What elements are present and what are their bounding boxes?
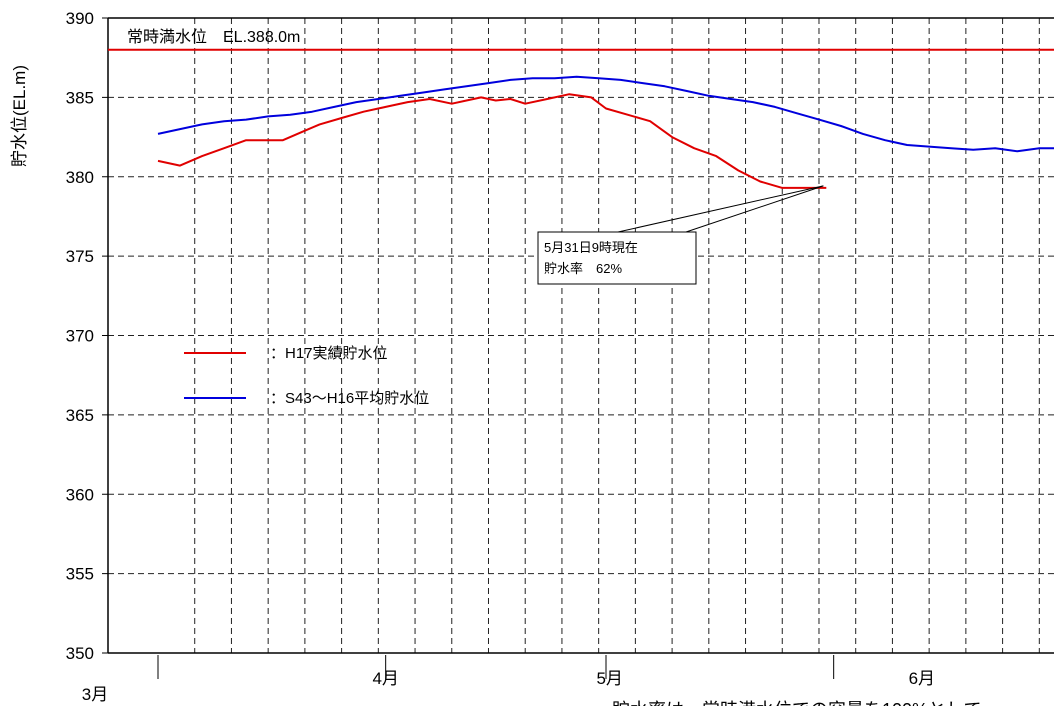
month-label: 5月 — [596, 669, 622, 688]
month-label: 4月 — [372, 669, 398, 688]
series-line-h17-actual — [157, 93, 827, 189]
series-line-s43-h16-average — [157, 75, 1054, 153]
series-layer — [108, 48, 1054, 189]
callout-box — [537, 231, 697, 285]
y-tick-label: 375 — [66, 247, 94, 266]
legend-label: ：S43～H16平均貯水位 — [270, 390, 429, 407]
legend-label: ：H17実績貯水位 — [270, 345, 388, 362]
footnote-text: 貯水率は、常時満水位での容量を100%として — [612, 700, 982, 706]
y-tick-label: 370 — [66, 327, 94, 346]
y-tick-label: 385 — [66, 88, 94, 107]
y-tick-label: 355 — [66, 565, 94, 584]
full-supply-level-label: 常時満水位 EL.388.0m — [127, 28, 300, 46]
axis-layer: 350 355 360 365 370 375 380 385 390 貯水位(EL.m) 3月 4月… — [10, 9, 1054, 704]
y-tick-label: 360 — [66, 485, 94, 504]
callout-rate-text: 貯水率 62% — [544, 261, 622, 276]
month-label: 3月 — [82, 685, 108, 704]
y-axis-label: 貯水位(EL.m) — [10, 65, 29, 167]
callout-date-text: 5月31日9時現在 — [544, 240, 638, 255]
month-label: 6月 — [909, 669, 935, 688]
y-tick-label: 350 — [66, 644, 94, 663]
grid-layer — [108, 18, 1054, 653]
overlay-layer: 常時満水位 EL.388.0m ：H17実績貯水位 ：S43～H16平均貯水位 5月3… — [127, 28, 982, 706]
callout-leader-line — [685, 185, 824, 233]
y-tick-label: 365 — [66, 406, 94, 425]
y-tick-label: 390 — [66, 9, 94, 28]
callout-leader-line — [617, 185, 824, 233]
y-tick-label: 380 — [66, 168, 94, 187]
